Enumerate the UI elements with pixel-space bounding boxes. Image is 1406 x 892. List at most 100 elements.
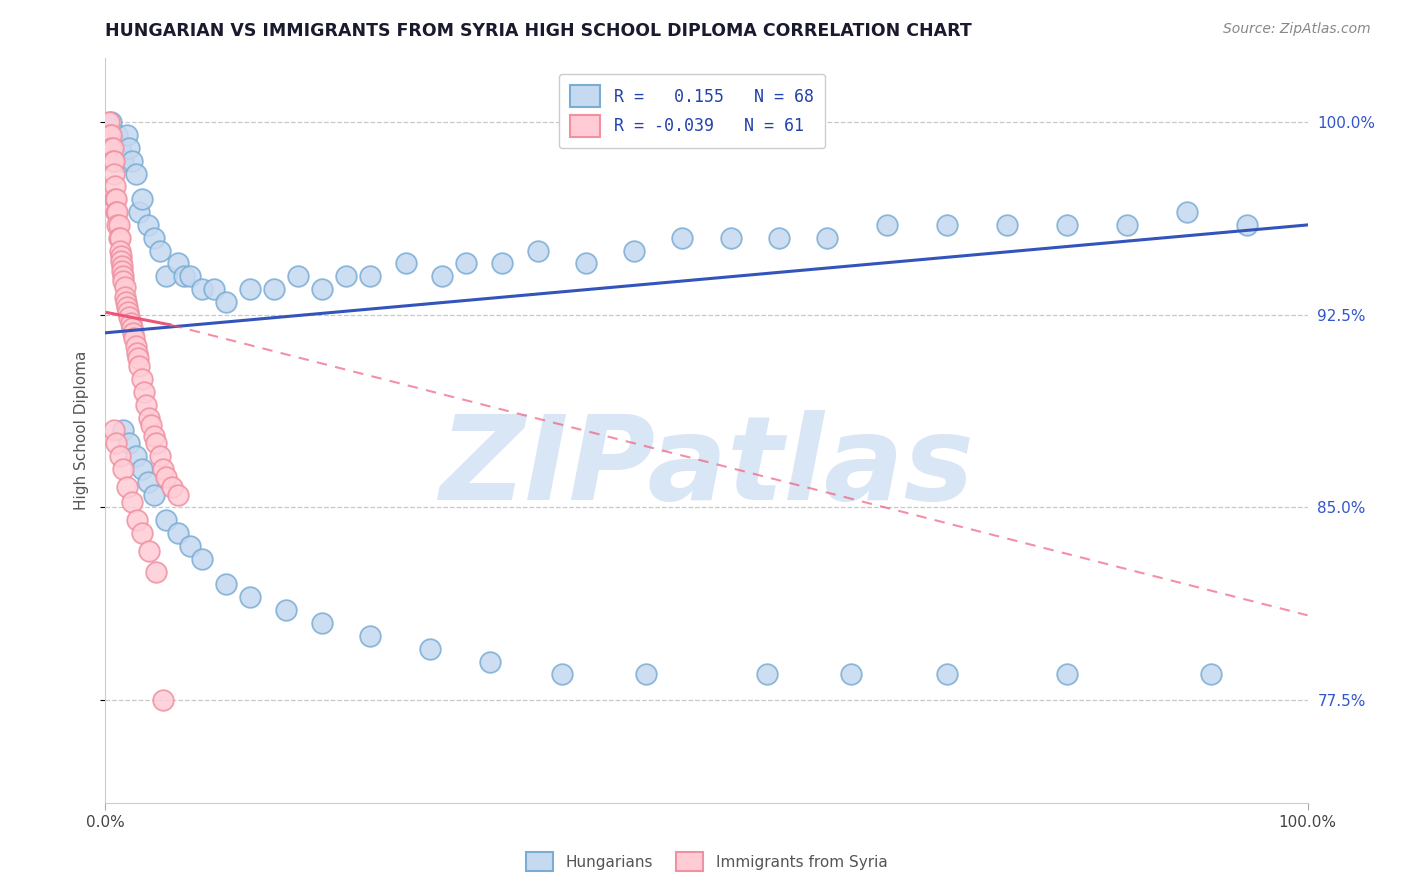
Point: [263, 282, 285, 296]
Point: [121, 320, 143, 334]
Point: [936, 667, 959, 681]
Point: [110, 249, 132, 263]
Point: [101, 153, 124, 168]
Point: [671, 231, 693, 245]
Point: [132, 384, 155, 399]
Point: [105, 436, 128, 450]
Point: [108, 244, 131, 258]
Text: HUNGARIAN VS IMMIGRANTS FROM SYRIA HIGH SCHOOL DIPLOMA CORRELATION CHART: HUNGARIAN VS IMMIGRANTS FROM SYRIA HIGH …: [105, 22, 972, 40]
Point: [527, 244, 550, 258]
Point: [101, 141, 124, 155]
Point: [115, 128, 138, 142]
Point: [1201, 667, 1223, 681]
Point: [108, 449, 131, 463]
Point: [112, 423, 135, 437]
Point: [105, 192, 128, 206]
Point: [214, 577, 236, 591]
Point: [131, 372, 153, 386]
Point: [1175, 205, 1198, 219]
Point: [142, 487, 165, 501]
Point: [551, 667, 574, 681]
Point: [287, 269, 309, 284]
Point: [214, 295, 236, 310]
Point: [768, 231, 790, 245]
Point: [107, 218, 129, 232]
Point: [110, 253, 132, 268]
Point: [121, 495, 143, 509]
Point: [136, 475, 159, 489]
Point: [173, 269, 195, 284]
Point: [139, 418, 162, 433]
Point: [103, 423, 125, 437]
Point: [121, 153, 143, 168]
Point: [623, 244, 645, 258]
Point: [120, 316, 142, 330]
Point: [839, 667, 862, 681]
Point: [311, 615, 333, 630]
Point: [115, 295, 138, 310]
Point: [124, 167, 146, 181]
Point: [239, 591, 262, 605]
Point: [111, 264, 134, 278]
Point: [108, 141, 131, 155]
Point: [155, 269, 177, 284]
Point: [124, 449, 146, 463]
Point: [114, 290, 136, 304]
Point: [335, 269, 357, 284]
Point: [166, 487, 188, 501]
Point: [112, 153, 135, 168]
Point: [491, 256, 513, 270]
Point: [122, 326, 145, 340]
Point: [115, 480, 138, 494]
Point: [107, 205, 129, 219]
Point: [100, 141, 122, 155]
Point: [142, 428, 165, 442]
Point: [131, 462, 153, 476]
Point: [107, 128, 129, 142]
Text: Source: ZipAtlas.com: Source: ZipAtlas.com: [1223, 22, 1371, 37]
Y-axis label: High School Diploma: High School Diploma: [75, 351, 90, 510]
Text: ZIPatlas: ZIPatlas: [439, 410, 974, 525]
Point: [1056, 218, 1078, 232]
Point: [124, 331, 146, 345]
Point: [104, 192, 127, 206]
Point: [1056, 667, 1078, 681]
Point: [118, 436, 141, 450]
Point: [105, 205, 128, 219]
Point: [100, 128, 122, 142]
Point: [131, 526, 153, 541]
Point: [995, 218, 1018, 232]
Point: [152, 693, 174, 707]
Point: [1116, 218, 1139, 232]
Point: [430, 269, 453, 284]
Point: [479, 655, 502, 669]
Point: [395, 256, 418, 270]
Point: [114, 279, 136, 293]
Point: [112, 269, 135, 284]
Point: [125, 513, 148, 527]
Point: [359, 269, 381, 284]
Point: [876, 218, 898, 232]
Point: [128, 205, 150, 219]
Point: [107, 231, 129, 245]
Point: [125, 346, 148, 360]
Point: [103, 167, 125, 181]
Point: [755, 667, 778, 681]
Point: [936, 218, 959, 232]
Point: [136, 218, 159, 232]
Point: [179, 269, 201, 284]
Point: [115, 300, 138, 314]
Point: [138, 544, 160, 558]
Point: [190, 551, 212, 566]
Point: [117, 305, 139, 319]
Point: [127, 351, 149, 366]
Legend: Hungarians, Immigrants from Syria: Hungarians, Immigrants from Syria: [520, 847, 893, 877]
Point: [104, 179, 127, 194]
Point: [112, 275, 135, 289]
Point: [145, 436, 167, 450]
Point: [454, 256, 477, 270]
Point: [815, 231, 838, 245]
Point: [419, 641, 441, 656]
Point: [112, 462, 135, 476]
Point: [111, 259, 134, 273]
